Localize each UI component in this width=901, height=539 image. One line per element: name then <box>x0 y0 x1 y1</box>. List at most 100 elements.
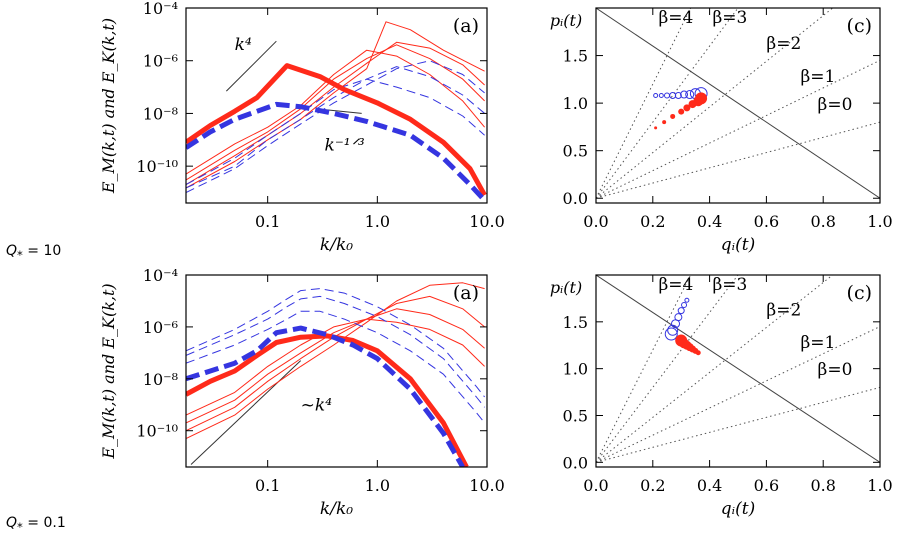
y-tick-label: 1.5 <box>563 313 588 332</box>
kinetic-point <box>658 93 664 99</box>
panel-spectra_bottom: ~k⁴ 0.1 1.0 10.0 10⁻⁴ 10⁻⁶ 10⁻⁸ 10⁻¹⁰ (a) k/k₀ E_M… <box>99 266 505 519</box>
y-axis-label: E_M(k,t) and E_K(k,t) <box>99 283 118 459</box>
beta-line <box>596 121 880 199</box>
slope-annotation: ~k⁴ <box>301 396 333 416</box>
magnetic-spectrum-line <box>186 282 485 439</box>
beta-label: β=1 <box>800 67 835 87</box>
x-tick-label: 1.0 <box>867 212 892 231</box>
axes-frame <box>595 274 881 468</box>
kinetic-point <box>671 319 681 329</box>
beta-label: β=4 <box>658 275 693 295</box>
y-tick-label: 10⁻¹⁰ <box>136 157 178 176</box>
x-tick-label: 0.4 <box>697 212 722 231</box>
y-tick-label: 0.0 <box>563 453 588 472</box>
slope-annotation: k⁻¹ᐟ³ <box>325 135 365 155</box>
kinetic-point <box>681 301 688 308</box>
kinetic-point <box>669 92 677 100</box>
magnetic-spectrum-line <box>186 295 485 432</box>
magnetic-spectrum-line <box>186 318 485 416</box>
selfsimilar-line <box>596 275 880 463</box>
beta-line <box>596 386 880 463</box>
magnetic-spectrum-line <box>186 63 487 197</box>
beta-label: β=4 <box>658 8 693 28</box>
y-tick-label: 10⁻⁴ <box>143 266 178 285</box>
plot-area <box>596 8 880 199</box>
kinetic-point <box>684 297 690 303</box>
y-tick-label: 1.0 <box>563 94 588 113</box>
magnetic-spectrum-line <box>186 41 485 186</box>
magnetic-point <box>654 126 658 130</box>
y-tick-label: 1.5 <box>563 47 588 66</box>
beta-line <box>596 59 880 199</box>
beta-label: β=1 <box>800 333 835 353</box>
x-tick-label: 0.6 <box>754 212 779 231</box>
x-tick-label: 0.8 <box>810 212 835 231</box>
x-tick-label: 0.0 <box>583 212 608 231</box>
magnetic-point <box>670 113 676 119</box>
kinetic-point <box>677 307 685 315</box>
magnetic-point <box>695 92 708 105</box>
slope-annotation: k⁴ <box>235 35 252 55</box>
beta-label: β=0 <box>818 360 853 380</box>
beta-line <box>596 275 739 463</box>
beta-line <box>596 8 692 199</box>
beta-line <box>596 8 739 199</box>
magnetic-point <box>695 350 701 356</box>
row-label-top: Q* = 10 <box>6 243 62 262</box>
beta-line <box>596 275 692 463</box>
y-tick-label: 0.0 <box>563 189 588 208</box>
kinetic-point <box>680 90 689 99</box>
magnetic-spectrum-line <box>186 49 485 175</box>
magnetic-point <box>678 108 685 115</box>
x-tick-label: 0.4 <box>697 476 722 495</box>
magnetic-point <box>683 104 691 112</box>
panel-trajectory_bottom: β=4 β=3 β=2 β=1 β=0 0.0 0.2 0.4 0.6 0.8 1.0 0.0 0.5 1… <box>550 274 893 519</box>
y-tick-label: 10⁻⁶ <box>143 52 178 71</box>
beta-line <box>596 8 833 199</box>
panel-label: (c) <box>847 282 872 304</box>
x-axis-label: qᵢ(t) <box>721 499 755 519</box>
magnetic-spectrum-line <box>186 44 485 181</box>
x-axis-label: k/k₀ <box>320 499 353 519</box>
y-tick-label: 0.5 <box>563 142 588 161</box>
row-label-bottom: Q* = 0.1 <box>6 515 66 534</box>
axes-frame <box>185 274 488 468</box>
kinetic-spectrum-line <box>186 295 485 408</box>
x-axis-label: qᵢ(t) <box>721 235 755 255</box>
beta-line <box>596 275 833 463</box>
x-tick-label: 0.0 <box>583 476 608 495</box>
panel-trajectory_top: β=4 β=3 β=2 β=1 β=0 0.0 0.2 0.4 0.6 0.8 1.0 0.0 0.5 1… <box>550 7 893 255</box>
x-tick-label: 0.1 <box>255 212 280 231</box>
x-axis-label: k/k₀ <box>320 235 353 255</box>
x-tick-label: 10.0 <box>469 476 505 495</box>
power-law-guide <box>190 360 302 465</box>
plot-area <box>186 21 487 203</box>
y-tick-label: 0.5 <box>563 406 588 425</box>
kinetic-point <box>664 327 678 341</box>
beta-line <box>596 326 880 463</box>
panel-label: (a) <box>453 15 479 37</box>
y-tick-label: 10⁻⁸ <box>143 370 178 389</box>
x-tick-label: 0.2 <box>640 212 665 231</box>
magnetic-spectrum-line <box>186 333 469 467</box>
kinetic-point <box>685 90 695 100</box>
plot-area <box>186 282 485 467</box>
y-tick-label: 10⁻⁴ <box>143 0 178 18</box>
panel-label: (a) <box>453 282 479 304</box>
panel-spectra_top: k⁴ k⁻¹ᐟ³ 0.1 1.0 10.0 10⁻⁴ 10⁻⁶ 10⁻⁸ 10⁻¹⁰ (a) k/k… <box>99 0 505 255</box>
beta-label: β=2 <box>766 34 801 54</box>
magnetic-spectrum-line <box>186 21 485 189</box>
magnetic-point <box>662 120 667 125</box>
x-tick-label: 1.0 <box>365 212 390 231</box>
kinetic-point <box>664 92 670 99</box>
power-law-guide <box>226 40 277 92</box>
beta-label: β=3 <box>712 8 747 28</box>
y-tick-label: 1.0 <box>563 360 588 379</box>
selfsimilar-line <box>596 8 880 199</box>
kinetic-point <box>667 324 679 336</box>
kinetic-spectrum-line <box>186 325 465 467</box>
kinetic-point <box>653 93 659 99</box>
x-tick-label: 0.2 <box>640 476 665 495</box>
power-law-guide <box>324 109 362 114</box>
